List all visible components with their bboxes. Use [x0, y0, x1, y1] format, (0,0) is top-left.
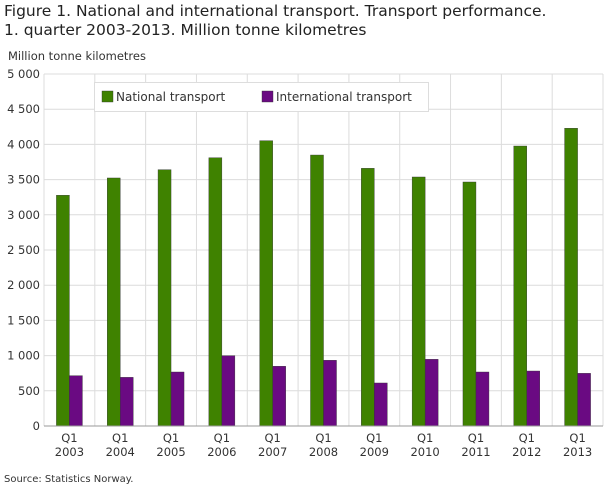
bar-national [462, 181, 477, 427]
x-tick-label-year: 2004 [106, 445, 135, 459]
bar-international [69, 375, 83, 427]
x-tick-label-year: 2007 [258, 445, 287, 459]
y-tick-label: 500 [18, 384, 40, 398]
bar-national [513, 145, 527, 427]
x-tick-label-quarter: Q1 [264, 431, 280, 445]
x-tick-label-quarter: Q1 [214, 431, 230, 445]
y-tick-label: 2 000 [7, 278, 40, 292]
x-tick-label-quarter: Q1 [569, 431, 585, 445]
x-tick-label-year: 2009 [360, 445, 389, 459]
bar-national [56, 195, 70, 427]
bar-national [361, 168, 375, 427]
bar-international [374, 382, 388, 427]
x-tick-label-quarter: Q1 [61, 431, 77, 445]
x-tick-label-year: 2003 [55, 445, 84, 459]
bar-national [411, 176, 426, 427]
bar-international [272, 366, 286, 427]
y-tick-label: 4 000 [7, 137, 40, 151]
source-note: Source: Statistics Norway. [4, 474, 134, 485]
x-tick-label-quarter: Q1 [468, 431, 484, 445]
x-tick-label-quarter: Q1 [519, 431, 535, 445]
x-tick-label-year: 2012 [512, 445, 541, 459]
x-tick-label-year: 2008 [309, 445, 338, 459]
bar-national [157, 169, 172, 427]
legend-box [94, 82, 429, 112]
bar-international [424, 359, 439, 427]
x-tick-label-year: 2010 [410, 445, 439, 459]
y-tick-label: 1 500 [7, 313, 40, 327]
bar-international [577, 373, 591, 427]
x-tick-label-quarter: Q1 [366, 431, 382, 445]
legend-label: National transport [116, 90, 226, 104]
legend-swatch-international [261, 90, 274, 103]
bar-international [323, 360, 337, 427]
legend-label: International transport [276, 90, 412, 104]
title-line-2: 1. quarter 2003-2013. Million tonne kilo… [4, 21, 367, 39]
y-tick-label: 3 000 [7, 208, 40, 222]
x-tick-label-year: 2011 [461, 445, 490, 459]
bar-international [120, 377, 134, 427]
bar-national [107, 177, 121, 427]
y-axis-label: Million tonne kilometres [8, 49, 146, 63]
x-tick-label-year: 2013 [563, 445, 592, 459]
chart-title: Figure 1. National and international tra… [4, 2, 547, 40]
bar-international [221, 355, 236, 427]
y-tick-label: 4 500 [7, 102, 40, 116]
bar-international [170, 371, 185, 427]
bar-international [475, 371, 490, 427]
y-tick-label: 5 000 [7, 67, 40, 81]
x-tick-label-quarter: Q1 [163, 431, 179, 445]
bar-national [310, 154, 324, 427]
x-tick-label-quarter: Q1 [112, 431, 128, 445]
x-tick-label-year: 2005 [156, 445, 185, 459]
x-tick-label-quarter: Q1 [417, 431, 433, 445]
legend-swatch-national [101, 90, 114, 103]
bar-international [526, 370, 540, 427]
bar-national [564, 128, 578, 427]
title-line-1: Figure 1. National and international tra… [4, 2, 547, 20]
y-tick-label: 3 500 [7, 173, 40, 187]
x-tick-label-year: 2006 [207, 445, 236, 459]
y-tick-label: 0 [33, 419, 40, 433]
y-tick-label: 2 500 [7, 243, 40, 257]
x-tick-label-quarter: Q1 [315, 431, 331, 445]
bar-national [259, 140, 273, 427]
y-tick-label: 1 000 [7, 349, 40, 363]
bar-national [208, 157, 223, 427]
